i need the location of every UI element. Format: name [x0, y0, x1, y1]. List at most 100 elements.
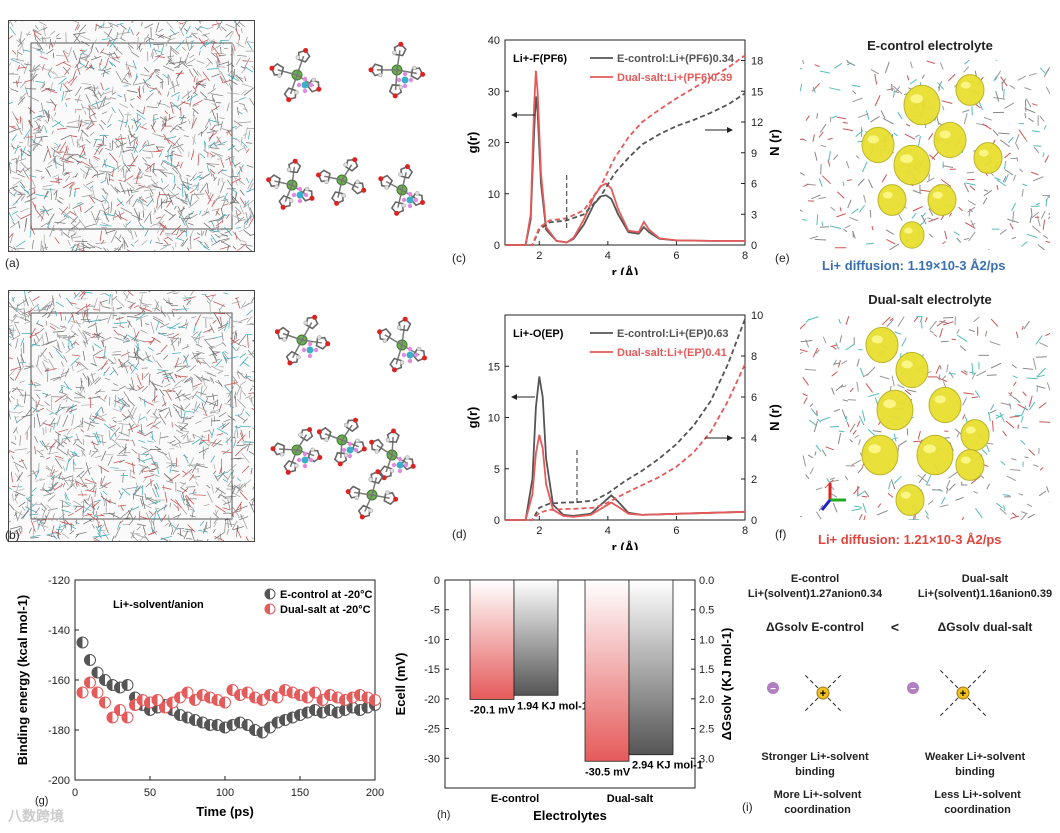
- data-point: [369, 694, 381, 706]
- solvation-cluster: [270, 427, 323, 475]
- y2-tick-label: 2: [751, 474, 757, 486]
- data-point: [354, 704, 366, 716]
- solvation-cluster: [378, 164, 425, 216]
- electrolyte-snapshot-f: [800, 315, 1050, 520]
- data-point: [166, 696, 179, 709]
- y-tick-label: -10: [424, 634, 440, 646]
- li-cluster-blob: [876, 389, 914, 431]
- legend-label: E-control:Li+(EP)0.63: [617, 328, 729, 340]
- y2-tick-label: 8: [751, 351, 757, 363]
- legend-label: Dual-salt:Li+(PF6)0.39: [617, 72, 732, 84]
- md-network-b: [9, 291, 254, 541]
- y2-tick-label: 0.5: [699, 605, 714, 617]
- ecell-value-label: -30.5 mV: [585, 766, 631, 778]
- chart-title: Li+-O(EP): [513, 328, 564, 340]
- li-cluster-blob: [861, 126, 895, 164]
- y2-tick-label: 3.0: [699, 753, 714, 765]
- solvation-cluster: [377, 316, 427, 373]
- x-tick-label: 6: [673, 525, 679, 537]
- y-tick-label: -180: [48, 725, 70, 737]
- panel-label-i: (i): [742, 800, 753, 814]
- data-point: [151, 694, 164, 706]
- data-point: [219, 696, 231, 709]
- solvation-cluster: [316, 157, 367, 206]
- solvation-cluster: [369, 428, 416, 481]
- plot-frame: [504, 39, 746, 246]
- svg-text:+: +: [820, 688, 826, 700]
- data-point: [91, 686, 104, 699]
- x-tick-label: 50: [144, 787, 156, 799]
- data-point: [121, 679, 134, 691]
- li-cluster-blob: [861, 434, 899, 476]
- series-line: [505, 70, 745, 246]
- x-tick-label: 100: [216, 787, 234, 799]
- i-right-dg: ΔGsolv dual-salt: [937, 620, 1033, 634]
- data-point: [76, 636, 89, 649]
- y-tick-label: 5: [494, 464, 500, 476]
- legend-label: E-control:Li+(PF6)0.34: [617, 53, 735, 65]
- x-tick-label: 8: [742, 250, 748, 262]
- y-tick-label: 0: [494, 515, 500, 527]
- x-tick-label: 4: [605, 250, 611, 262]
- md-box-b: [8, 290, 255, 542]
- legend-label: E-control at -20°C: [280, 589, 372, 601]
- data-point: [346, 691, 359, 704]
- panel-label-g: (g): [35, 795, 48, 807]
- solvent-shell-icon: [978, 708, 999, 729]
- y-tick-label: 40: [488, 35, 500, 47]
- i-right-coord: Less Li+-solvent coordination: [934, 789, 1021, 816]
- solvent-shell-icon: [927, 708, 948, 729]
- series-line: [505, 318, 746, 521]
- svg-text:−: −: [910, 684, 916, 695]
- y-tick-label: -15: [424, 664, 440, 676]
- y-tick-label: 20: [488, 138, 500, 150]
- li-cluster-blob: [973, 142, 1003, 174]
- series-line: [505, 54, 746, 246]
- y-axis-label: Binding energy (kcal mol-1): [15, 595, 30, 765]
- panel-label-h: (h): [437, 809, 450, 821]
- y-axis-label: Ecell (mV): [393, 653, 408, 716]
- solvation-cluster: [274, 314, 331, 366]
- x-tick-label: 200: [366, 787, 384, 799]
- left-arrow-head: [511, 112, 517, 118]
- coordination-unit: +−: [907, 657, 999, 729]
- li-cluster-blob: [893, 144, 931, 186]
- e-diffusion: Li+ diffusion: 1.19×10-3 Å2/ps: [822, 258, 1006, 273]
- solvent-shell-icon: [927, 657, 948, 678]
- coordination-scheme: +− +−: [767, 657, 999, 729]
- y2-tick-label: 0: [751, 515, 757, 527]
- dgsolv-value-label: 2.94 KJ mol-1: [632, 760, 703, 772]
- solvent-sticks: [800, 315, 1050, 520]
- y-tick-label: -30: [424, 753, 440, 765]
- data-point: [226, 719, 239, 731]
- ecell-value-label: -20.1 mV: [470, 704, 516, 716]
- panel-label-d: (d): [452, 527, 467, 541]
- panel-label-a: (a): [5, 256, 20, 270]
- chart-title: Li+-F(PF6): [513, 53, 567, 65]
- dgsolv-bar: [513, 579, 559, 696]
- md-box-a: [8, 20, 255, 252]
- i-left-coord: More Li+-solvent coordination: [773, 789, 862, 816]
- bond-network: [9, 21, 254, 251]
- li-cluster-blob: [895, 484, 925, 516]
- y-tick-label: -120: [48, 575, 70, 587]
- y2-tick-label: 6: [751, 179, 757, 191]
- li-cluster-blob: [955, 74, 985, 106]
- y-tick-label: 10: [488, 413, 500, 425]
- anion-icon: [907, 682, 919, 694]
- i-left-title: E-control: [790, 573, 840, 585]
- y-axis-label: g(r): [465, 132, 480, 154]
- electrolyte-snapshot-e: [800, 60, 1050, 250]
- y2-axis-label: ΔGsolv (KJ mol-1): [719, 628, 734, 741]
- data-point: [181, 686, 194, 699]
- solvation-cluster: [266, 158, 315, 210]
- series-line: [505, 92, 746, 246]
- i-right-title: Dual-salt: [961, 573, 1009, 585]
- li-cluster-blob: [928, 386, 962, 424]
- data-point: [99, 696, 111, 709]
- y-tick-label: 15: [488, 361, 500, 373]
- svg-text:−: −: [770, 684, 776, 695]
- right-arrow-head: [727, 435, 733, 441]
- y2-tick-label: 1.5: [699, 664, 714, 676]
